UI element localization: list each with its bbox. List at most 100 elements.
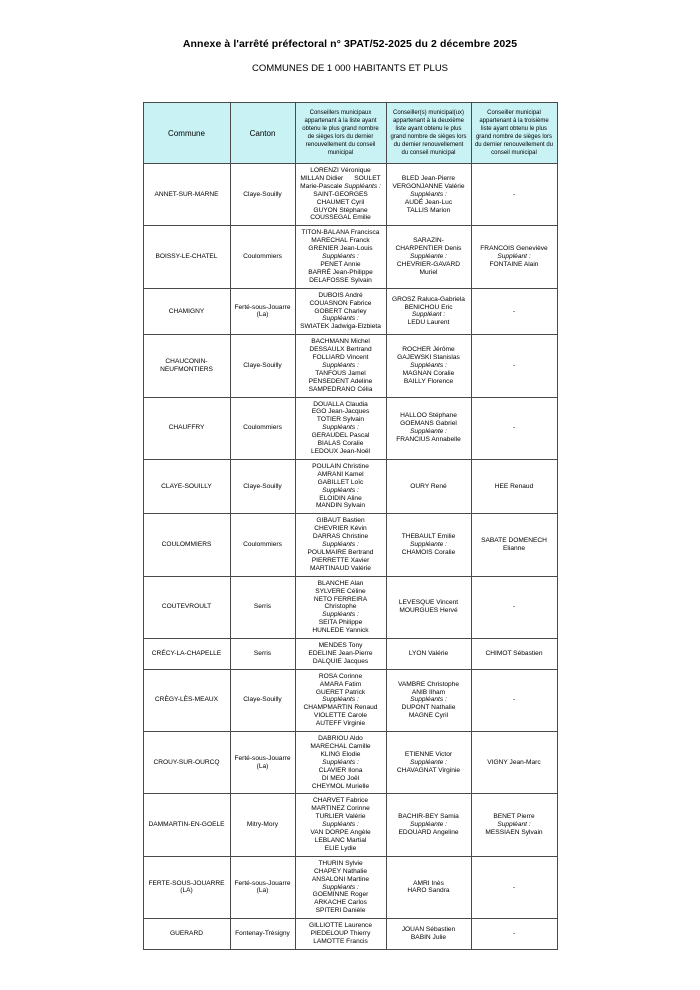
third-list-cell: HEE Renaud xyxy=(470,458,558,515)
councillor-line: LEBLANC Martial xyxy=(314,836,367,844)
canton-cell: Mitry-Mory xyxy=(229,793,296,857)
councillor-line: Suppléant : xyxy=(474,821,555,829)
substitutes-label: Suppléants : xyxy=(322,758,359,766)
second-list-cell: OURY René xyxy=(385,458,472,515)
councillor-line: VIGNY Jean-Marc xyxy=(487,758,541,766)
councillor-line: THEBAULT Emilie xyxy=(401,533,456,541)
first-list-cell: LORENZI Véronique MILLAN Didier SOULET Mar… xyxy=(294,162,387,227)
councillor-line: GABILLET Loïc xyxy=(317,478,364,486)
substitutes-label: Suppléants : xyxy=(322,315,359,323)
councillor-line: SAMPEDRANO Célia xyxy=(308,385,373,393)
first-list-cell: DABRIOU Aldo MARECHAL Camille KLING Elodie… xyxy=(294,731,387,795)
first-list-cell: GIBAUT Bastien CHEVRIER Kévin DARRAS Chris… xyxy=(294,513,387,577)
councillor-line: JOUAN Sébastien xyxy=(401,926,456,934)
first-list-cell: DOUALLA Claudia EGO Jean-Jacques TOTIER Sy… xyxy=(294,396,387,460)
table-row: CROUY-SUR-OURCQ Ferté-sous-Jouarre (La) DA… xyxy=(142,731,558,795)
councillor-line: MOURGUES Hervé xyxy=(399,607,458,615)
page-title: Annexe à l'arrêté préfectoral n° 3PAT/52… xyxy=(182,38,518,50)
second-list-cell: ETIENNE Victor Suppléante : CHAVAGNAT Virg… xyxy=(385,731,472,795)
substitutes-label: Suppléants : xyxy=(410,190,447,198)
councillor-line: - xyxy=(512,190,516,198)
table-row: COUTEVROULT Serris BLANCHE Alan SYLVERE Cél… xyxy=(142,575,558,640)
councillor-line: POULAIN Christine xyxy=(312,462,369,470)
councillor-line: - xyxy=(512,307,516,315)
second-list-cell: HALLOO Stéphane GOEMANS Gabriel Suppléante… xyxy=(385,396,472,460)
substitutes-label: Suppléants : xyxy=(410,696,447,704)
canton-cell: Ferté-sous-Jouarre (La) xyxy=(229,287,296,336)
councillor-line: KLING Elodie xyxy=(320,750,361,758)
councillor-line: Suppléante : xyxy=(389,541,469,549)
councillor-line: ARKACHE Carlos xyxy=(314,899,367,907)
councillor-line: CHEVRIER-GAVARD xyxy=(396,260,461,268)
councillor-line: LORENZI Véronique xyxy=(310,167,371,174)
substitutes-label: Suppléants : xyxy=(322,821,359,829)
councillor-line: LEVESQUE Vincent xyxy=(398,599,459,607)
councillor-line: Suppléants : xyxy=(298,541,384,549)
councillor-line: - xyxy=(512,930,516,938)
table-row: FERTE-SOUS-JOUARRE (LA) Ferté-sous-Jouarr… xyxy=(142,855,558,920)
councillor-line: NETO FERREIRA xyxy=(313,595,368,603)
councillor-line: TURLIER Valérie xyxy=(315,813,366,821)
councillor-line: ANIB Ilham xyxy=(411,688,446,696)
table-row: CRÈGY-LÈS-MEAUX Claye-Souilly ROSA Corinne… xyxy=(142,668,558,733)
councillor-line: THURIN Sylvie xyxy=(318,859,363,867)
councillor-line: OURY René xyxy=(410,482,447,490)
councillor-line: PENSEDENT Adeline xyxy=(308,377,373,385)
councillor-line: SABATE DOMENECH xyxy=(481,537,547,545)
councillor-line: Suppléants : xyxy=(298,821,384,829)
councillor-line: TANFOUS Jamel xyxy=(315,369,366,377)
councillor-line: Suppléants : xyxy=(298,253,384,261)
commune-cell: CLAYE-SOUILLY xyxy=(142,458,231,515)
councillor-line: DOUALLA Claudia xyxy=(313,400,368,408)
councillor-line: Suppléante : xyxy=(389,821,469,829)
councillor-line: HALLOO Stéphane xyxy=(400,412,457,420)
councillor-line: SYLVERE Céline xyxy=(315,587,366,595)
councillor-line: SARAZIN- xyxy=(413,237,444,245)
table-header-row: Commune Canton Conseillers municipaux ap… xyxy=(142,102,558,164)
councillor-line: ROCHER Jérôme xyxy=(402,346,455,354)
councillor-line: CHIMOT Sébastien xyxy=(485,649,543,657)
header-list2: Conseiller(s) municipal(ux) appartenant … xyxy=(385,102,472,164)
substitutes-label: Suppléants : xyxy=(322,541,359,549)
councillor-line: LYON Valérie xyxy=(408,649,449,657)
councillor-line: Suppléants : xyxy=(298,884,384,892)
third-list-cell: BENET Pierre Suppléant : MESSIAEN Sylvain xyxy=(470,793,558,857)
third-list-cell: SABATE DOMENECH Elianne xyxy=(470,513,558,577)
councillor-line: MILLAN Didier SOULET xyxy=(300,174,381,182)
councillor-line: CHAMPMARTIN Renaud xyxy=(303,704,378,712)
councillor-line: Suppléants : xyxy=(298,759,384,767)
canton-cell: Coulommiers xyxy=(229,225,296,289)
councillor-line: Suppléants : xyxy=(298,424,384,432)
third-list-cell: - xyxy=(470,855,558,920)
councillor-line: LEDU Laurent xyxy=(407,319,450,327)
councillor-line: SPITERI Danièle xyxy=(315,907,366,915)
councillor-line: Suppléants : xyxy=(389,191,469,199)
councillor-line: - xyxy=(512,696,516,704)
second-list-cell: LYON Valérie xyxy=(385,638,472,670)
councillor-line: CHEVRIER Kévin xyxy=(314,525,367,533)
substitutes-label: Suppléants : xyxy=(322,883,359,891)
table-row: GUERARD Fontenay-Trésigny GILLIOTTE Lauren… xyxy=(142,918,558,950)
councillor-line: LEDOUX Jean-Noël xyxy=(310,448,370,455)
councillor-line: BENET Pierre xyxy=(493,813,535,821)
councillor-line: ETIENNE Victor xyxy=(404,750,453,758)
councillor-line: PENET Annie xyxy=(320,260,361,268)
canton-cell: Claye-Souilly xyxy=(229,668,296,733)
councillor-line: Suppléante : xyxy=(389,428,469,436)
councillor-line: AMARA Fatim xyxy=(319,680,362,688)
councillor-line: MARECHAL Camille xyxy=(310,743,371,750)
councillor-line: Suppléants : xyxy=(298,611,384,619)
substitutes-label: Suppléant : xyxy=(497,253,531,261)
councillor-line: POULMAIRE Bertrand xyxy=(307,548,374,556)
councillor-line: Elianne xyxy=(503,545,525,553)
councillor-line: BARRÉ Jean-Philippe xyxy=(308,268,373,276)
councillor-line: VAN DORPE Angèle xyxy=(310,829,371,837)
councillor-line: Suppléants : xyxy=(389,362,469,370)
first-list-cell: BACHMANN Michel DESSAULX Bertrand FOLLIARD… xyxy=(294,334,387,398)
councillor-line: PIEDELOUP Thierry xyxy=(310,930,371,938)
councillor-line: HARO Sandra xyxy=(407,887,450,895)
table-row: CRÉCY-LA-CHAPELLE Serris MENDES Tony EDELIN… xyxy=(142,638,558,670)
councillor-line: - xyxy=(512,424,516,432)
table-row: CHAMIGNY Ferté-sous-Jouarre (La) DUBOIS An… xyxy=(142,287,558,336)
councillor-line: FRANCOIS Geneviève xyxy=(480,245,548,253)
